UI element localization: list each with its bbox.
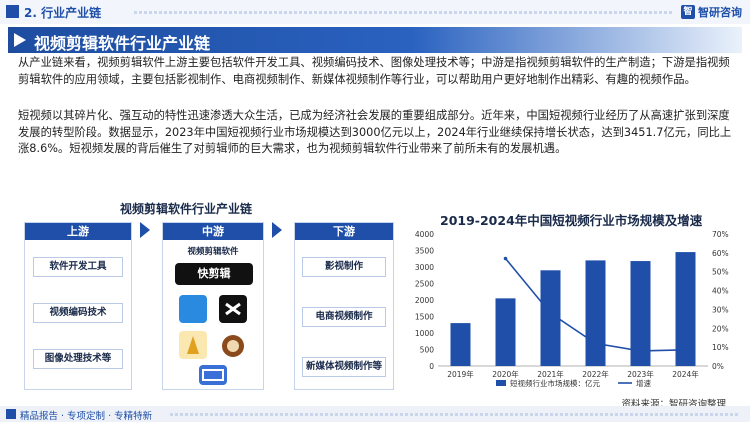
right-tick-label: 30% xyxy=(712,305,729,314)
midstream-header: 中游 xyxy=(163,223,263,240)
bar xyxy=(630,261,651,366)
footer-marker-icon xyxy=(6,409,16,419)
downstream-column: 下游 影视制作 电商视频制作 新媒体视频制作等 xyxy=(294,222,394,390)
upstream-item: 视频编码技术 xyxy=(33,303,123,323)
diagram-title: 视频剪辑软件行业产业链 xyxy=(120,202,253,216)
downstream-item: 电商视频制作 xyxy=(302,307,386,327)
page-title: 视频剪辑软件行业产业链 xyxy=(34,34,211,53)
app-icon-blue xyxy=(179,295,207,323)
app-icon-coconut xyxy=(219,331,247,359)
x-tick-label: 2022年 xyxy=(582,369,609,379)
x-tick-label: 2021年 xyxy=(537,369,564,379)
title-bar: 视频剪辑软件行业产业链 xyxy=(8,27,742,53)
chevron-right-icon xyxy=(272,222,282,238)
app-icon-clip xyxy=(199,365,227,385)
x-tick-label: 2020年 xyxy=(492,369,519,379)
decorative-stripe xyxy=(134,11,674,14)
kuaijian-logo: 快剪辑 xyxy=(175,263,253,285)
right-tick-label: 40% xyxy=(712,287,729,296)
upstream-item: 软件开发工具 xyxy=(33,257,123,277)
capcut-icon xyxy=(219,295,247,323)
left-tick-label: 4000 xyxy=(415,230,434,239)
brand-name: 智研咨询 xyxy=(698,6,742,19)
paragraph-1: 从产业链来看，视频剪辑软件上游主要包括软件开发工具、视频编码技术、图像处理技术等… xyxy=(18,56,730,86)
paragraph-2: 短视频以其碎片化、强互动的特性迅速渗透大众生活，已成为经济社会发展的重要组成部分… xyxy=(18,109,732,155)
brand-logo: 智 智研咨询 xyxy=(681,4,742,20)
left-tick-label: 2000 xyxy=(415,296,434,305)
left-tick-label: 3000 xyxy=(415,263,434,272)
left-tick-label: 0 xyxy=(429,362,434,371)
legend-bar-swatch xyxy=(496,380,506,386)
downstream-item: 影视制作 xyxy=(302,257,386,277)
upstream-column: 上游 软件开发工具 视频编码技术 图像处理技术等 xyxy=(24,222,132,390)
market-size-chart: 0 500 1000 1500 2000 2500 3000 3500 4000 0% 10% 20%… xyxy=(415,230,729,388)
right-tick-label: 70% xyxy=(712,230,729,239)
x-tick-label: 2024年 xyxy=(672,369,699,379)
app-icon-yellow xyxy=(179,331,207,359)
left-tick-label: 3500 xyxy=(415,247,434,256)
footer-bar: 精品报告 · 专项定制 · 专精特新 xyxy=(0,406,750,422)
bar xyxy=(585,260,606,366)
midstream-caption: 视频剪辑软件 xyxy=(187,247,239,257)
left-tick-label: 2500 xyxy=(415,280,434,289)
section-marker-icon xyxy=(6,5,19,18)
growth-point xyxy=(503,256,508,261)
right-tick-label: 0% xyxy=(712,362,724,371)
arrow-right-icon xyxy=(14,33,26,47)
left-tick-label: 1500 xyxy=(415,313,434,322)
growth-point xyxy=(683,347,688,352)
x-tick-label: 2019年 xyxy=(447,369,474,379)
right-tick-label: 20% xyxy=(712,324,729,333)
left-tick-label: 1000 xyxy=(415,329,434,338)
legend-bar-label: 短视频行业市场规模：亿元 xyxy=(510,378,600,388)
bar xyxy=(450,323,471,366)
legend-line-label: 增速 xyxy=(636,378,651,388)
chart-title: 2019-2024年中国短视频行业市场规模及增速 xyxy=(440,213,703,228)
bar xyxy=(675,252,696,366)
section-label: 2. 行业产业链 xyxy=(24,6,102,20)
upstream-item: 图像处理技术等 xyxy=(33,349,123,369)
downstream-item: 新媒体视频制作等 xyxy=(302,357,386,377)
growth-point xyxy=(638,349,643,353)
right-tick-label: 60% xyxy=(712,249,729,258)
right-tick-label: 10% xyxy=(712,343,729,352)
source-note: 资料来源：智研咨询整理 xyxy=(621,399,726,410)
growth-point xyxy=(593,341,598,346)
growth-point xyxy=(548,311,553,315)
midstream-column: 中游 视频剪辑软件 快剪辑 xyxy=(162,222,264,390)
kuaijian-logo-text: 快剪辑 xyxy=(197,267,231,280)
x-tick-label: 2023年 xyxy=(627,369,654,379)
bar xyxy=(495,298,516,366)
decorative-stripe xyxy=(170,413,740,416)
footer-slogan: 精品报告 · 专项定制 · 专精特新 xyxy=(20,411,153,422)
right-tick-label: 50% xyxy=(712,268,729,277)
chevron-right-icon xyxy=(140,222,150,238)
bar xyxy=(540,270,561,366)
brand-logo-icon: 智 xyxy=(681,5,695,19)
top-bar: 2. 行业产业链 智 智研咨询 xyxy=(0,0,750,24)
left-tick-label: 500 xyxy=(420,346,435,355)
upstream-header: 上游 xyxy=(25,223,131,240)
downstream-header: 下游 xyxy=(295,223,393,240)
